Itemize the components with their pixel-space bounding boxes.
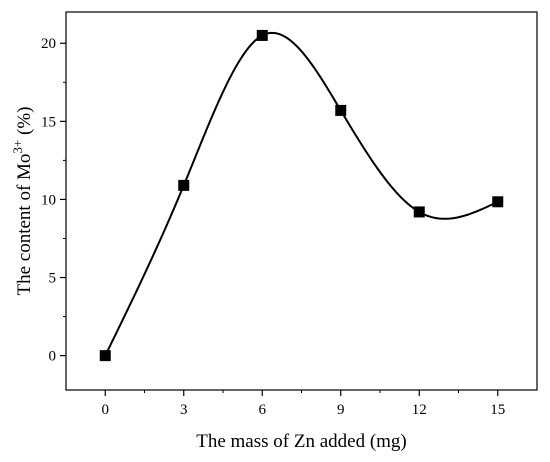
y-axis-tick-labels: 0 5 10 15 20 [41,36,56,364]
x-tick-label: 12 [412,402,427,418]
data-point-marker [178,179,190,191]
data-point-marker [99,350,111,362]
y-axis-title-superscript: 3+ [10,140,25,154]
x-tick-label: 6 [259,402,267,418]
x-axis-title: The mass of Zn added (mg) [196,431,407,452]
y-tick-label: 15 [41,114,56,130]
y-tick-label: 20 [41,36,56,52]
data-point-marker [335,104,347,116]
data-point-marker [256,29,268,41]
x-tick-label: 3 [180,402,188,418]
x-axis-ticks [104,390,499,396]
y-tick-label: 10 [41,192,56,208]
data-point-marker [492,196,504,208]
y-tick-label: 5 [49,271,57,287]
x-tick-label: 15 [490,402,505,418]
series-line [104,31,499,357]
x-tick-label: 9 [337,402,345,418]
y-axis-ticks [60,42,66,357]
x-tick-label: 0 [102,402,110,418]
y-axis-title-unit: (%) [14,106,35,139]
y-tick-label: 0 [49,349,57,365]
series-markers [99,29,504,362]
plot-frame [65,11,538,391]
data-point-marker [413,206,425,218]
y-axis-title-main: The content of Mo [14,154,35,296]
x-axis-tick-labels: 0 3 6 9 12 15 [102,402,506,418]
y-axis-title: The content of Mo3+ (%) [10,106,35,295]
